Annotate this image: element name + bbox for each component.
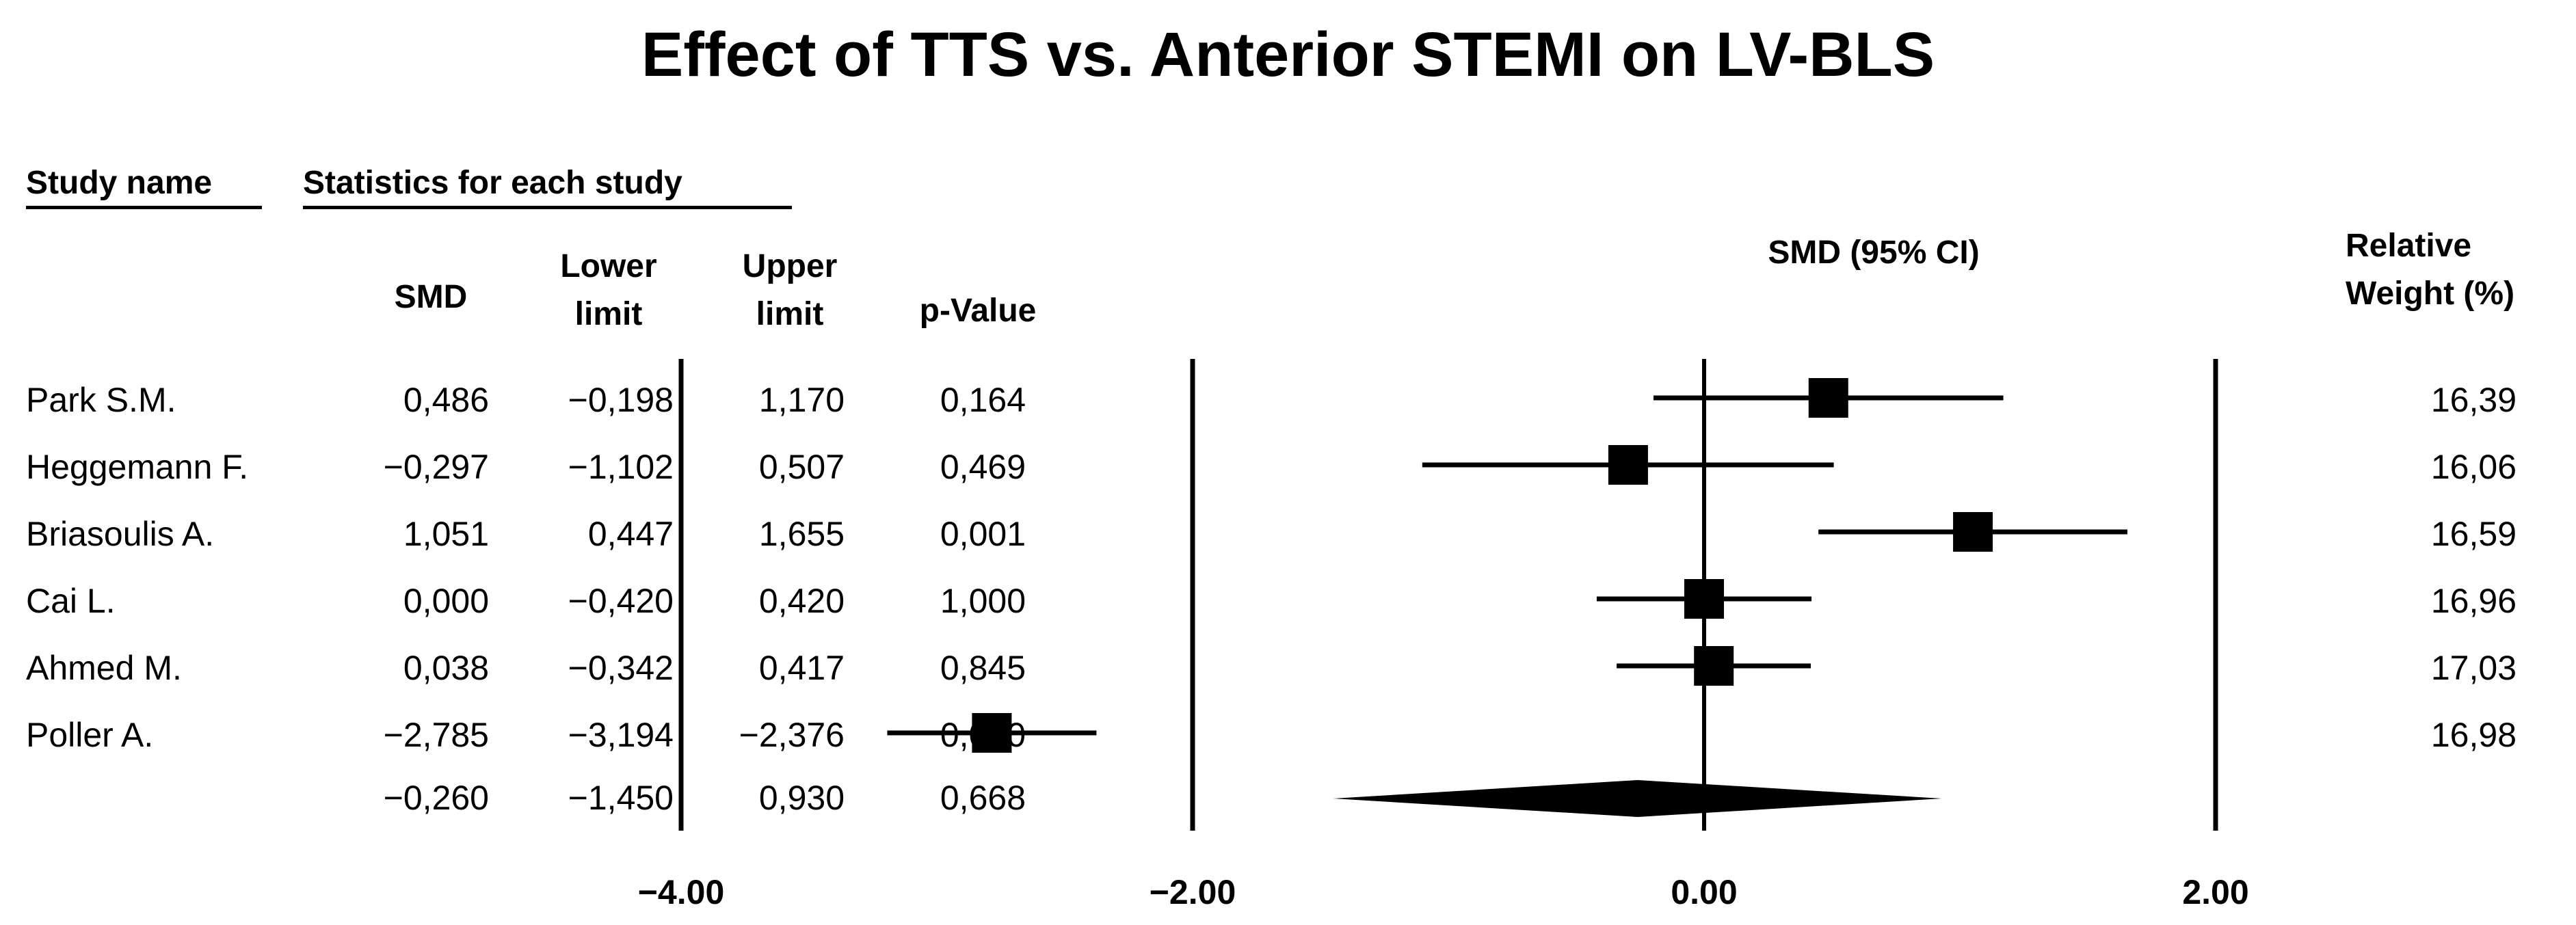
- smd-value: 0,038: [403, 649, 489, 687]
- lower-col-header-line1: Lower: [560, 248, 657, 284]
- lower-col-header: Lower limit: [540, 243, 677, 338]
- weight-value: 16,06: [2430, 448, 2517, 486]
- upper-value: 0,507: [758, 448, 845, 486]
- p-value: 0,164: [940, 381, 1026, 419]
- lower-value: −0,342: [568, 649, 674, 687]
- lower-value: −3,194: [568, 716, 674, 754]
- study-name: Ahmed M.: [26, 649, 182, 687]
- effect-square: [1953, 512, 1993, 552]
- upper-value: 1,170: [758, 381, 845, 419]
- effect-square: [1808, 378, 1848, 418]
- effect-square: [1694, 646, 1734, 686]
- upper-col-header-line2: limit: [756, 296, 824, 332]
- tick-label: −2.00: [1150, 873, 1236, 911]
- lower-value: −0,198: [568, 381, 674, 419]
- p-value: 0,469: [940, 448, 1026, 486]
- smd-value: 1,051: [403, 515, 489, 553]
- weight-value: 16,96: [2430, 582, 2517, 620]
- study-name: Briasoulis A.: [26, 515, 215, 553]
- pooled-upper-value: 0,930: [758, 779, 845, 817]
- study-name: Poller A.: [26, 716, 154, 754]
- pooled-diamond: [1333, 780, 1942, 817]
- weight-value: 16,59: [2430, 515, 2517, 553]
- p-value: 0,845: [940, 649, 1026, 687]
- study-name: Heggemann F.: [26, 448, 249, 486]
- effect-square: [972, 713, 1012, 753]
- chart-title: Effect of TTS vs. Anterior STEMI on LV-B…: [641, 20, 1935, 90]
- weight-col-header: Relative Weight (%): [2346, 222, 2571, 318]
- upper-col-header: Upper limit: [725, 243, 855, 338]
- upper-value: 0,417: [758, 649, 845, 687]
- study-name-header: Study name: [26, 164, 262, 209]
- pooled-smd-value: −0,260: [383, 779, 489, 817]
- pvalue-col-header: p-Value: [919, 293, 1037, 329]
- upper-value: 0,420: [758, 582, 845, 620]
- pooled-p-value: 0,668: [940, 779, 1026, 817]
- smd-value: −2,785: [383, 716, 489, 754]
- tick-label: −4.00: [638, 873, 725, 911]
- p-value: 0,001: [940, 515, 1026, 553]
- smd-value: 0,000: [403, 582, 489, 620]
- lower-value: 0,447: [587, 515, 674, 553]
- p-value: 1,000: [940, 582, 1026, 620]
- effect-square: [1608, 445, 1648, 485]
- study-name: Cai L.: [26, 582, 116, 620]
- weight-col-header-line2: Weight (%): [2346, 276, 2515, 312]
- weight-value: 16,39: [2430, 381, 2517, 419]
- smd-value: −0,297: [383, 448, 489, 486]
- weight-value: 16,98: [2430, 716, 2517, 754]
- study-name: Park S.M.: [26, 381, 176, 419]
- lower-col-header-line2: limit: [574, 296, 643, 332]
- weight-value: 17,03: [2430, 649, 2517, 687]
- tick-label: 2.00: [2182, 873, 2248, 911]
- tick-label: 0.00: [1671, 873, 1737, 911]
- lower-value: −0,420: [568, 582, 674, 620]
- weight-col-header-line1: Relative: [2346, 228, 2472, 264]
- upper-col-header-line1: Upper: [742, 248, 838, 284]
- upper-value: 1,655: [758, 515, 845, 553]
- lower-value: −1,102: [568, 448, 674, 486]
- smd-col-header: SMD: [394, 279, 468, 315]
- effect-square: [1684, 579, 1724, 619]
- statistics-header: Statistics for each study: [303, 164, 792, 209]
- upper-value: −2,376: [739, 716, 845, 754]
- pooled-lower-value: −1,450: [568, 779, 674, 817]
- smd-value: 0,486: [403, 381, 489, 419]
- plot-label: SMD (95% CI): [1768, 234, 1980, 271]
